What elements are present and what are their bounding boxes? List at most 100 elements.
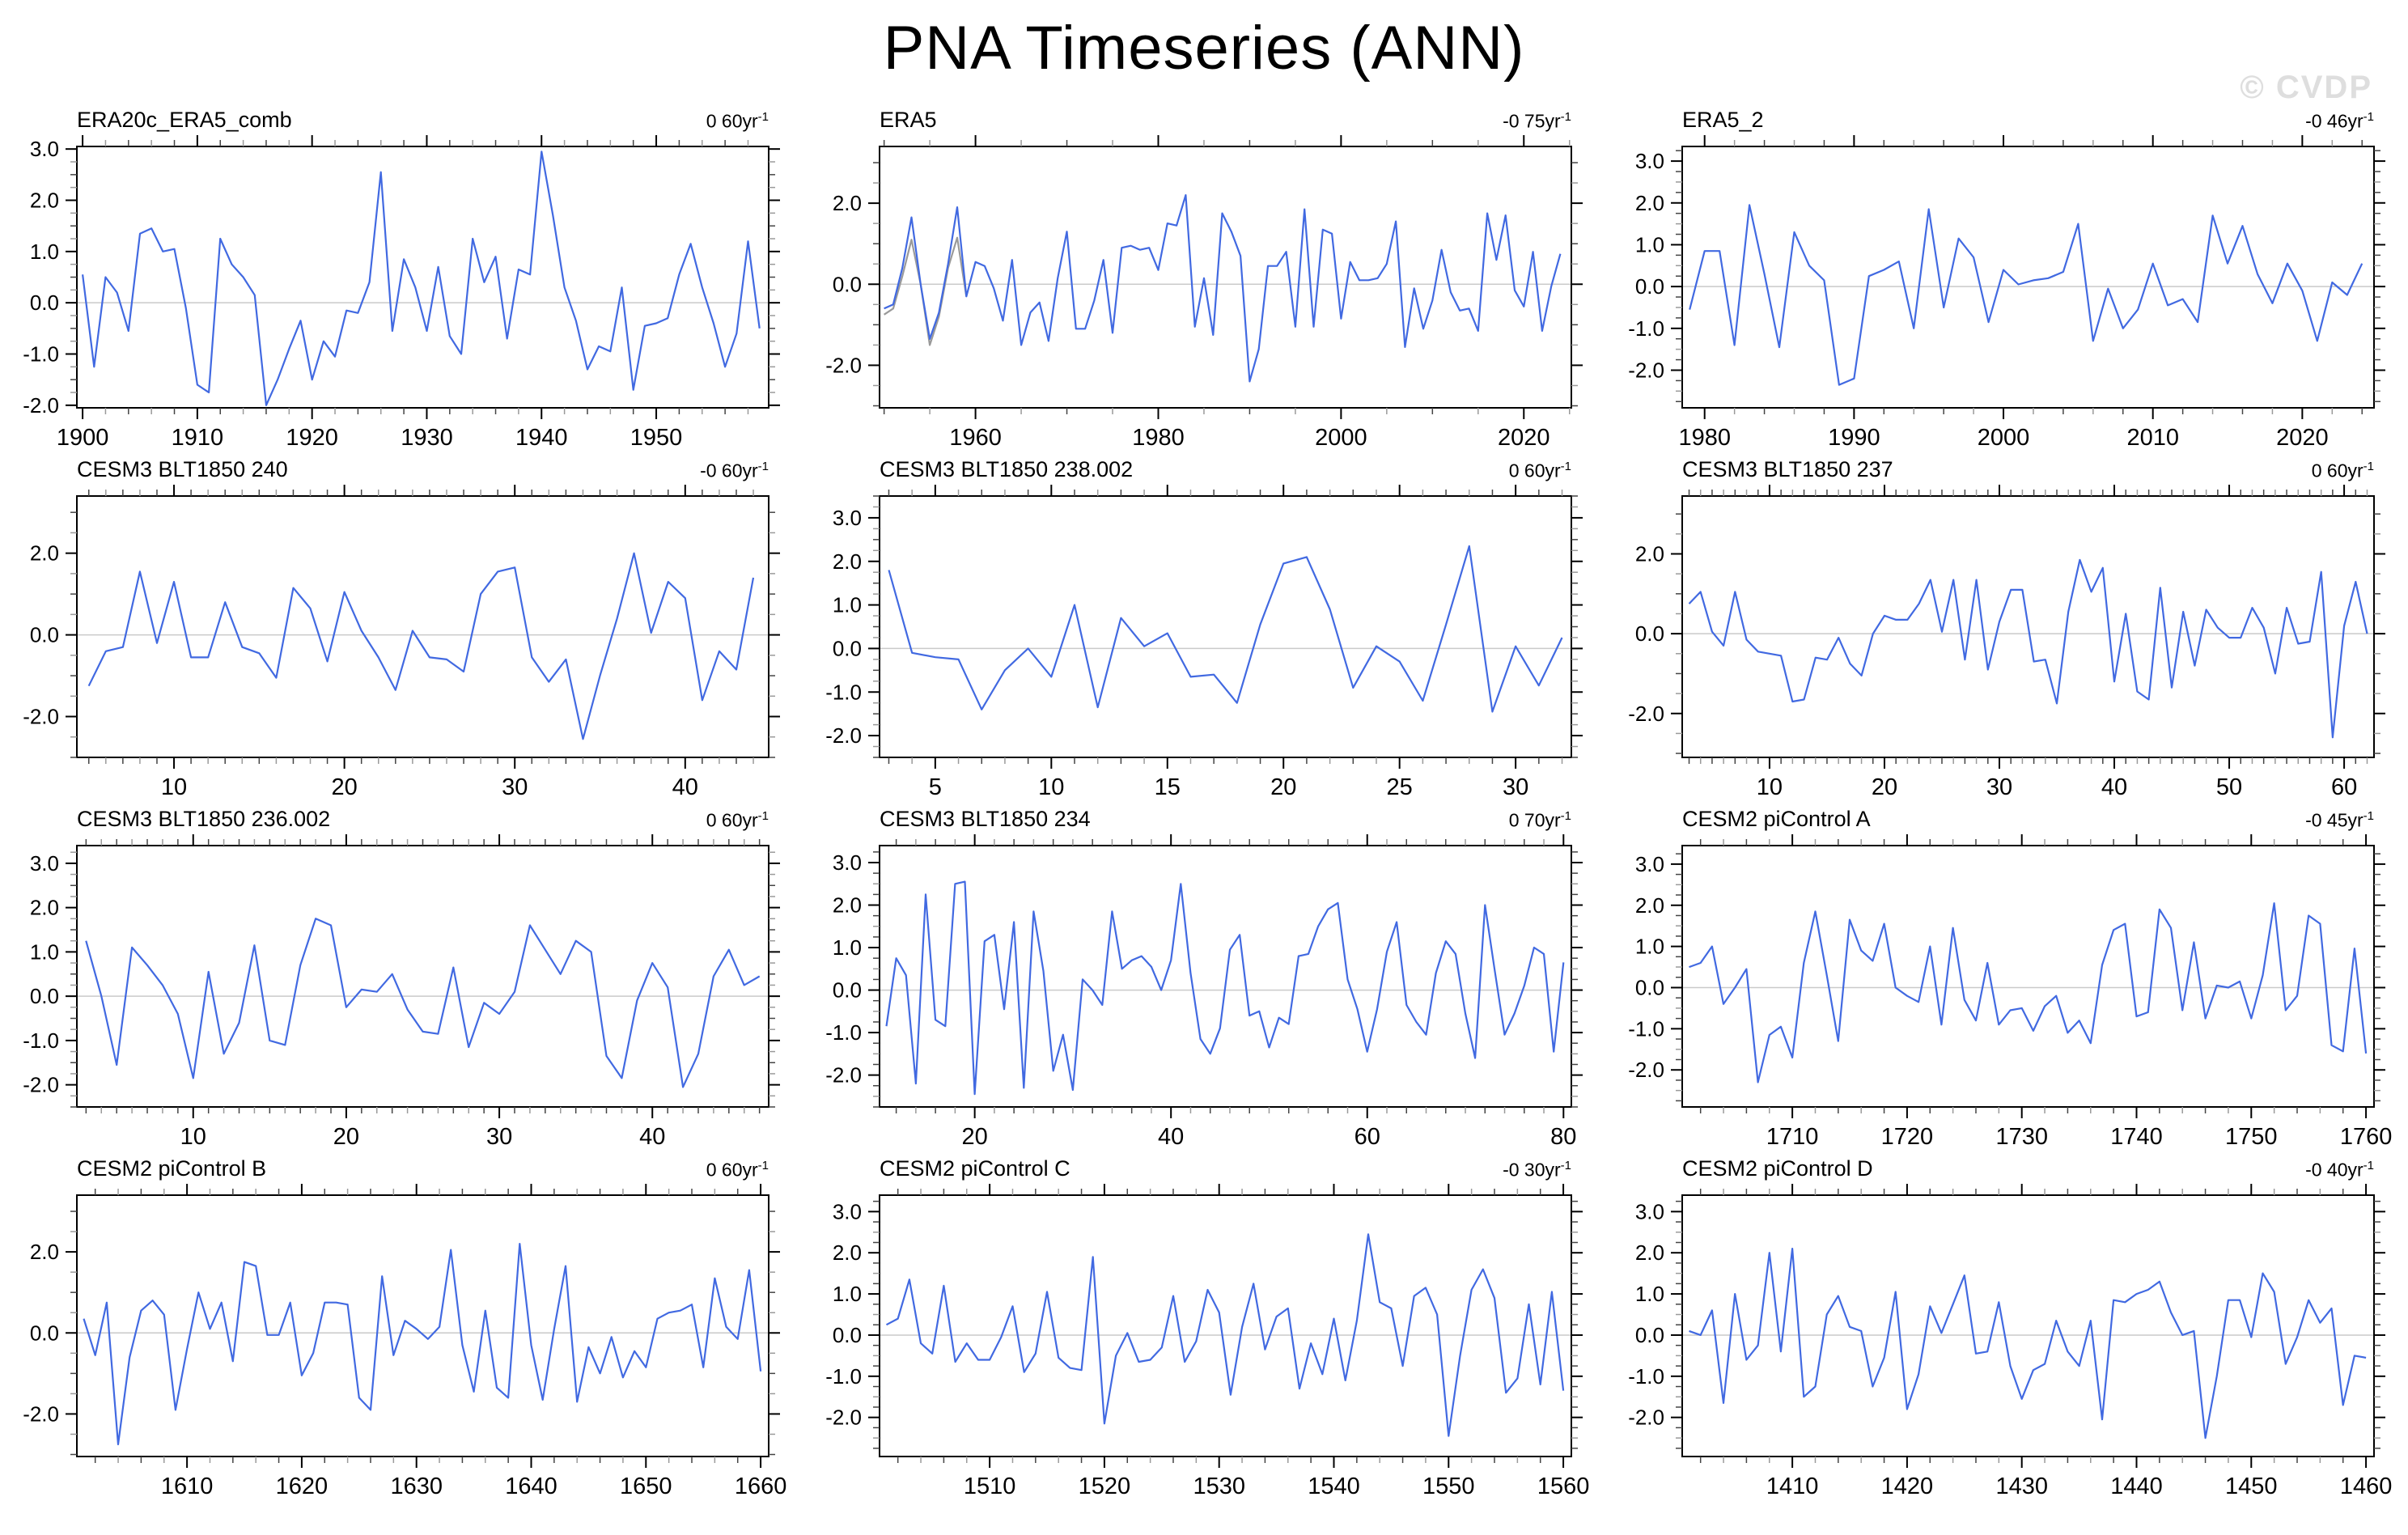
svg-text:1560: 1560	[1537, 1474, 1590, 1499]
svg-text:0.0: 0.0	[1635, 1323, 1664, 1347]
chart-title: CESM2 piControl B	[77, 1156, 267, 1181]
svg-text:2000: 2000	[1978, 425, 2030, 451]
trend-value: -0 46yr	[2305, 111, 2363, 132]
svg-text:1940: 1940	[515, 425, 568, 451]
timeseries-plot: 5 10 15 20 25 30 -2.0 -1.0 0.0 1.0 2.0 3.0	[825, 485, 1583, 800]
svg-text:-1.0: -1.0	[23, 342, 59, 367]
svg-text:1.0: 1.0	[30, 939, 59, 964]
chart-header: ERA5 -0 75yr-1	[803, 105, 1605, 134]
svg-text:-2.0: -2.0	[825, 353, 862, 377]
timeseries-plot: 1960 1980 2000 2020 -2.0 0.0 2.0	[825, 135, 1583, 451]
chart-panel-cesm3-blt1850-237: CESM3 BLT1850 237 0 60yr-1 10 20 30 40 50 60 -…	[1605, 455, 2408, 804]
svg-text:0.0: 0.0	[30, 623, 59, 647]
chart-header: ERA5_2 -0 46yr-1	[1605, 105, 2408, 134]
svg-text:0.0: 0.0	[833, 272, 862, 296]
svg-text:1900: 1900	[57, 425, 109, 451]
svg-text:1540: 1540	[1308, 1474, 1360, 1499]
svg-text:-1.0: -1.0	[825, 680, 862, 704]
chart-header: CESM3 BLT1850 240 -0 60yr-1	[0, 455, 803, 484]
trend-annotation: 0 60yr-1	[1509, 460, 1571, 482]
svg-text:80: 80	[1550, 1124, 1576, 1150]
trend-exponent: -1	[757, 1159, 769, 1173]
timeseries-plot: 20 40 60 80 -2.0 -1.0 0.0 1.0 2.0 3.0	[825, 834, 1583, 1150]
svg-text:2.0: 2.0	[833, 549, 862, 574]
chart-panel-cesm2-picontrol-b: CESM2 piControl B 0 60yr-1 1610 1620 1630 1…	[0, 1154, 803, 1503]
svg-text:1760: 1760	[2340, 1124, 2393, 1150]
svg-text:1420: 1420	[1881, 1474, 1934, 1499]
svg-text:25: 25	[1387, 774, 1413, 800]
trend-value: -0 45yr	[2305, 810, 2363, 831]
trend-annotation: -0 45yr-1	[2305, 809, 2374, 832]
svg-text:-2.0: -2.0	[825, 1406, 862, 1430]
trend-exponent: -1	[757, 110, 769, 125]
svg-text:3.0: 3.0	[1635, 149, 1664, 173]
chart-title: CESM3 BLT1850 237	[1682, 457, 1893, 481]
svg-text:1980: 1980	[1132, 425, 1185, 451]
svg-text:1520: 1520	[1079, 1474, 1131, 1499]
svg-text:1550: 1550	[1422, 1474, 1475, 1499]
svg-text:1450: 1450	[2225, 1474, 2278, 1499]
svg-text:30: 30	[486, 1124, 512, 1150]
svg-text:2.0: 2.0	[833, 893, 862, 918]
timeseries-plot: 10 20 30 40 50 60 -2.0 0.0 2.0	[1628, 485, 2385, 800]
svg-text:-1.0: -1.0	[825, 1020, 862, 1045]
svg-text:0.0: 0.0	[833, 1323, 862, 1347]
timeseries-plot: 1980 1990 2000 2010 2020 -2.0 -1.0 0.0 1.0 2.0 3.0	[1628, 135, 2385, 451]
svg-text:0.0: 0.0	[1635, 621, 1664, 646]
svg-text:0.0: 0.0	[833, 978, 862, 1003]
svg-text:2.0: 2.0	[833, 1240, 862, 1265]
chart-title: CESM3 BLT1850 236.002	[77, 807, 331, 831]
svg-text:1980: 1980	[1678, 425, 1731, 451]
chart-header: CESM3 BLT1850 238.002 0 60yr-1	[803, 455, 1605, 484]
svg-text:2.0: 2.0	[30, 1240, 59, 1264]
trend-exponent: -1	[1560, 809, 1571, 824]
svg-text:3.0: 3.0	[30, 137, 59, 161]
svg-text:1440: 1440	[2110, 1474, 2163, 1499]
svg-text:1.0: 1.0	[30, 240, 59, 264]
svg-text:15: 15	[1155, 774, 1181, 800]
svg-text:30: 30	[1503, 774, 1528, 800]
svg-text:2020: 2020	[2276, 425, 2329, 451]
trend-value: 0 60yr	[706, 1160, 758, 1181]
chart-header: CESM3 BLT1850 234 0 70yr-1	[803, 804, 1605, 833]
svg-text:2.0: 2.0	[1635, 542, 1664, 566]
chart-panel-cesm3-blt1850-240: CESM3 BLT1850 240 -0 60yr-1 10 20 30 40 -2.0…	[0, 455, 803, 804]
timeseries-plot: 1510 1520 1530 1540 1550 1560 -2.0 -1.0 0.0 1.0 2.…	[825, 1184, 1590, 1499]
svg-text:0.0: 0.0	[833, 636, 862, 660]
trend-exponent: -1	[2363, 460, 2374, 474]
svg-text:-2.0: -2.0	[1628, 702, 1664, 726]
svg-text:-2.0: -2.0	[825, 723, 862, 748]
chart-header: CESM2 piControl A -0 45yr-1	[1605, 804, 2408, 833]
trend-annotation: -0 40yr-1	[2305, 1159, 2374, 1181]
svg-text:1530: 1530	[1193, 1474, 1245, 1499]
trend-exponent: -1	[2363, 809, 2374, 824]
svg-text:1.0: 1.0	[833, 935, 862, 960]
svg-text:10: 10	[161, 774, 187, 800]
svg-text:60: 60	[2331, 774, 2357, 800]
timeseries-plot: 1410 1420 1430 1440 1450 1460 -2.0 -1.0 0.0 1.0 2.…	[1628, 1184, 2392, 1499]
svg-text:1.0: 1.0	[1635, 1282, 1664, 1306]
svg-text:10: 10	[1757, 774, 1783, 800]
chart-title: CESM3 BLT1850 234	[880, 807, 1091, 831]
chart-panel-era5: ERA5 -0 75yr-1 1960 1980 2000 2020 -2.0 0.0 2.…	[803, 105, 1605, 455]
trend-exponent: -1	[1560, 460, 1571, 474]
svg-text:1950: 1950	[630, 425, 683, 451]
chart-title: CESM2 piControl D	[1682, 1156, 1873, 1181]
trend-value: -0 30yr	[1503, 1160, 1561, 1181]
trend-exponent: -1	[1560, 1159, 1571, 1173]
svg-text:2000: 2000	[1315, 425, 1367, 451]
svg-text:2.0: 2.0	[1635, 191, 1664, 215]
svg-text:1750: 1750	[2225, 1124, 2278, 1150]
svg-text:2.0: 2.0	[30, 189, 59, 213]
chart-panel-cesm2-picontrol-c: CESM2 piControl C -0 30yr-1 1510 1520 1530…	[803, 1154, 1605, 1503]
svg-text:10: 10	[1038, 774, 1064, 800]
trend-exponent: -1	[757, 809, 769, 824]
trend-value: 0 70yr	[1508, 810, 1561, 831]
trend-annotation: 0 60yr-1	[706, 809, 769, 832]
svg-text:60: 60	[1354, 1124, 1380, 1150]
svg-text:1610: 1610	[161, 1474, 214, 1499]
svg-text:-1.0: -1.0	[825, 1364, 862, 1389]
svg-text:2.0: 2.0	[30, 541, 59, 566]
svg-text:1620: 1620	[276, 1474, 329, 1499]
chart-header: CESM2 piControl C -0 30yr-1	[803, 1154, 1605, 1183]
